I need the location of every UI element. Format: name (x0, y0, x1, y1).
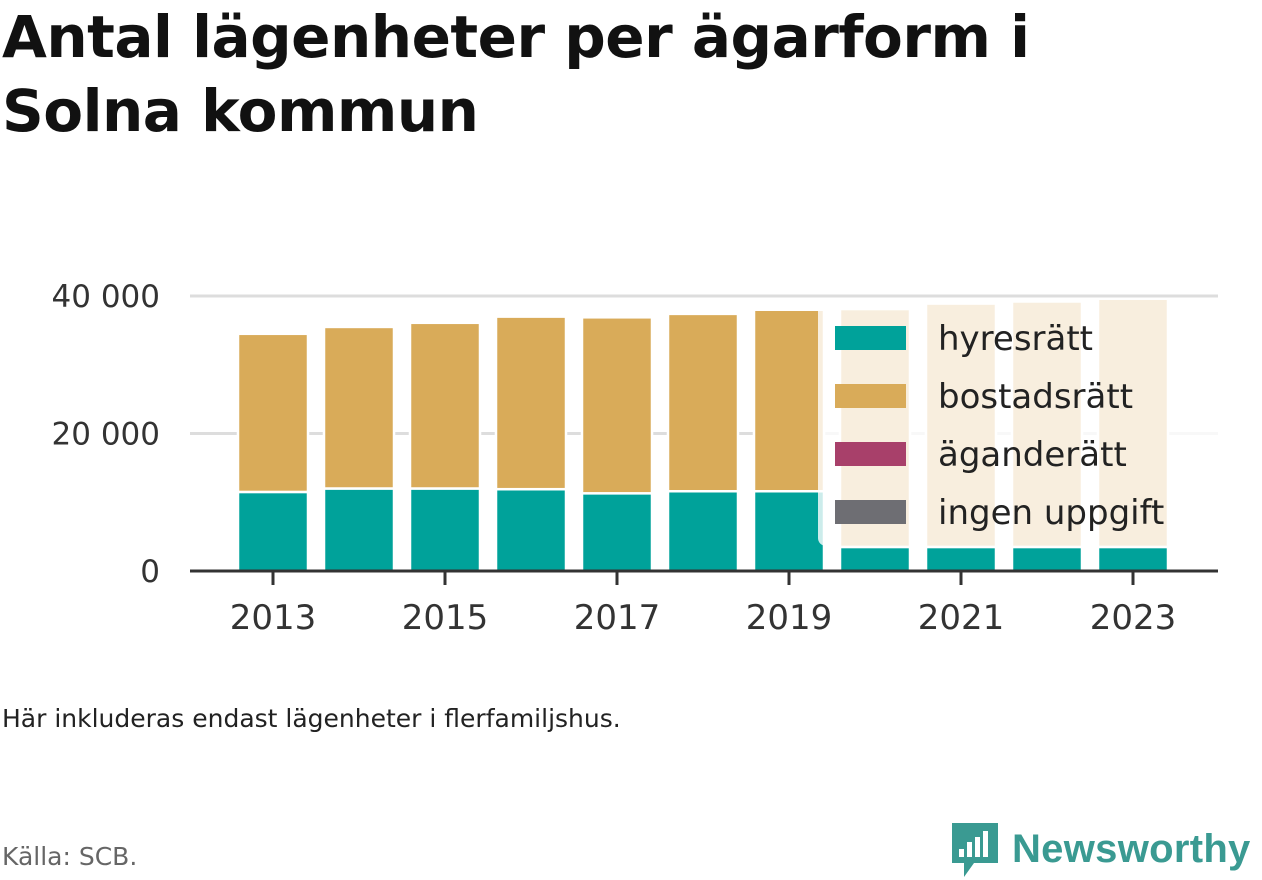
legend-box (818, 300, 1218, 546)
bar-segment-hyresratt-2020 (838, 545, 912, 573)
chart-title: Antal lägenheter per ägarform i Solna ko… (2, 0, 1202, 148)
legend-label: äganderätt (938, 435, 1127, 475)
chart-note: Här inkluderas endast lägenheter i flerf… (2, 704, 621, 733)
source-text: Källa: SCB. (2, 842, 138, 871)
legend-swatch (835, 384, 906, 408)
x-axis: 2013 2015 2017 2019 2021 2023 (190, 569, 1218, 638)
bar-segment-bostadsratt-2019 (752, 308, 826, 493)
stacked-bar-chart: 0 20 000 40 000 hyresrätt bostadsrätt ägande… (52, 279, 1218, 638)
y-tick-label: 40 000 (52, 279, 160, 315)
bar-segment-hyresratt-2019 (752, 490, 826, 573)
y-axis-tick-labels: 0 20 000 40 000 (52, 279, 160, 590)
brand-name: Newsworthy (1012, 826, 1251, 871)
newsworthy-logo-icon (952, 823, 998, 877)
x-tick-label: 2019 (746, 598, 833, 638)
y-tick-label: 0 (140, 554, 160, 590)
bar-segment-bostadsratt-2014 (322, 325, 396, 490)
x-tick-label: 2021 (918, 598, 1005, 638)
bar-segment-bostadsratt-2018 (666, 312, 740, 493)
bar-segment-bostadsratt-2015 (408, 321, 482, 490)
x-tick-label: 2015 (402, 598, 489, 638)
bar-segment-hyresratt-2021 (924, 545, 998, 573)
bar-segment-bostadsratt-2016 (494, 315, 568, 491)
bar-segment-hyresratt-2023 (1096, 545, 1170, 573)
brand-logo: Newsworthy (950, 818, 1251, 880)
title-line-1: Antal lägenheter per ägarform i (2, 3, 1030, 71)
bar-segment-hyresratt-2017 (580, 492, 654, 573)
x-tick-label: 2023 (1090, 598, 1177, 638)
y-tick-label: 20 000 (52, 417, 160, 453)
bar-segment-hyresratt-2014 (322, 487, 396, 573)
bar-segment-hyresratt-2015 (408, 487, 482, 573)
bar-segment-hyresratt-2018 (666, 490, 740, 573)
x-tick-label: 2013 (230, 598, 317, 638)
bar-segment-hyresratt-2016 (494, 487, 568, 573)
bar-segment-hyresratt-2022 (1010, 545, 1084, 573)
legend-swatch (835, 500, 906, 524)
x-tick-label: 2017 (574, 598, 661, 638)
legend-label: ingen uppgift (938, 493, 1164, 533)
legend: hyresrätt bostadsrätt äganderätt ingen uppg… (818, 300, 1218, 546)
legend-swatch (835, 442, 906, 466)
bar-segment-hyresratt-2013 (236, 490, 310, 573)
legend-label: bostadsrätt (938, 377, 1133, 417)
bar-segment-bostadsratt-2013 (236, 332, 310, 494)
legend-swatch (835, 326, 906, 350)
bar-segment-bostadsratt-2017 (580, 316, 654, 495)
legend-label: hyresrätt (938, 319, 1093, 359)
title-line-2: Solna kommun (2, 77, 479, 145)
